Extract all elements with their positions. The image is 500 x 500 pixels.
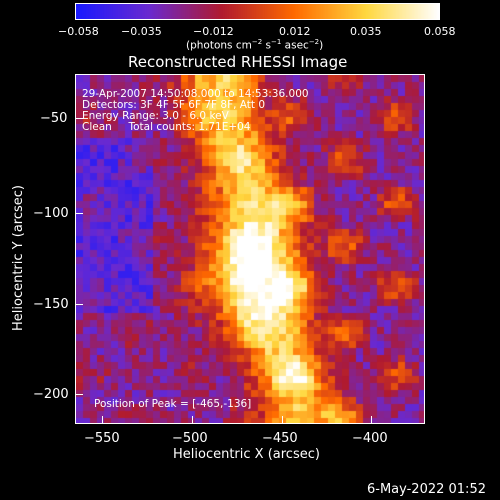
peak-position-label: Position of Peak = [-465,-136] — [94, 398, 252, 410]
x-tick-label: −450 — [262, 431, 298, 446]
y-tick-mark — [75, 304, 83, 305]
y-tick-label: −100 — [33, 206, 69, 221]
info-time-range: 29-Apr-2007 14:50:08.000 to 14:53:36.000 — [82, 88, 309, 100]
x-tick-mark — [371, 416, 372, 424]
y-tick-label: −200 — [33, 387, 69, 402]
y-tick-mark — [75, 394, 83, 395]
colorbar-unit-label: (photons cm−2 s−1 asec−2) — [186, 38, 324, 52]
x-axis-title: Heliocentric X (arcsec) — [173, 447, 320, 462]
x-tick-label: −400 — [352, 431, 388, 446]
heatmap-image — [76, 75, 424, 423]
y-axis-title: Heliocentric Y (arcsec) — [11, 185, 26, 331]
y-tick-mark — [75, 213, 83, 214]
x-tick-mark — [282, 416, 283, 424]
x-tick-label: −550 — [84, 431, 120, 446]
colorbar-tick-label: −0.058 — [58, 25, 99, 38]
x-tick-mark — [192, 416, 193, 424]
colorbar — [75, 3, 440, 20]
info-total-counts: Clean Total counts: 1.71E+04 — [82, 121, 251, 133]
plot-title: Reconstructed RHESSI Image — [128, 53, 348, 71]
colorbar-tick-label: 0.058 — [424, 25, 456, 38]
colorbar-tick-label: −0.012 — [193, 25, 234, 38]
y-tick-label: −50 — [40, 111, 68, 126]
plot-area: 29-Apr-2007 14:50:08.000 to 14:53:36.000… — [75, 74, 425, 424]
colorbar-tick-label: 0.012 — [279, 25, 311, 38]
x-tick-label: −500 — [172, 431, 208, 446]
y-tick-mark — [75, 118, 83, 119]
y-tick-label: −150 — [33, 297, 69, 312]
timestamp: 6-May-2022 01:52 — [367, 482, 486, 497]
colorbar-tick-label: −0.035 — [121, 25, 162, 38]
info-energy-range: Energy Range: 3.0 - 6.0 keV — [82, 110, 229, 122]
colorbar-tick-label: 0.035 — [350, 25, 382, 38]
x-tick-mark — [102, 416, 103, 424]
info-detectors: Detectors: 3F 4F 5F 6F 7F 8F, Att 0 — [82, 99, 266, 111]
